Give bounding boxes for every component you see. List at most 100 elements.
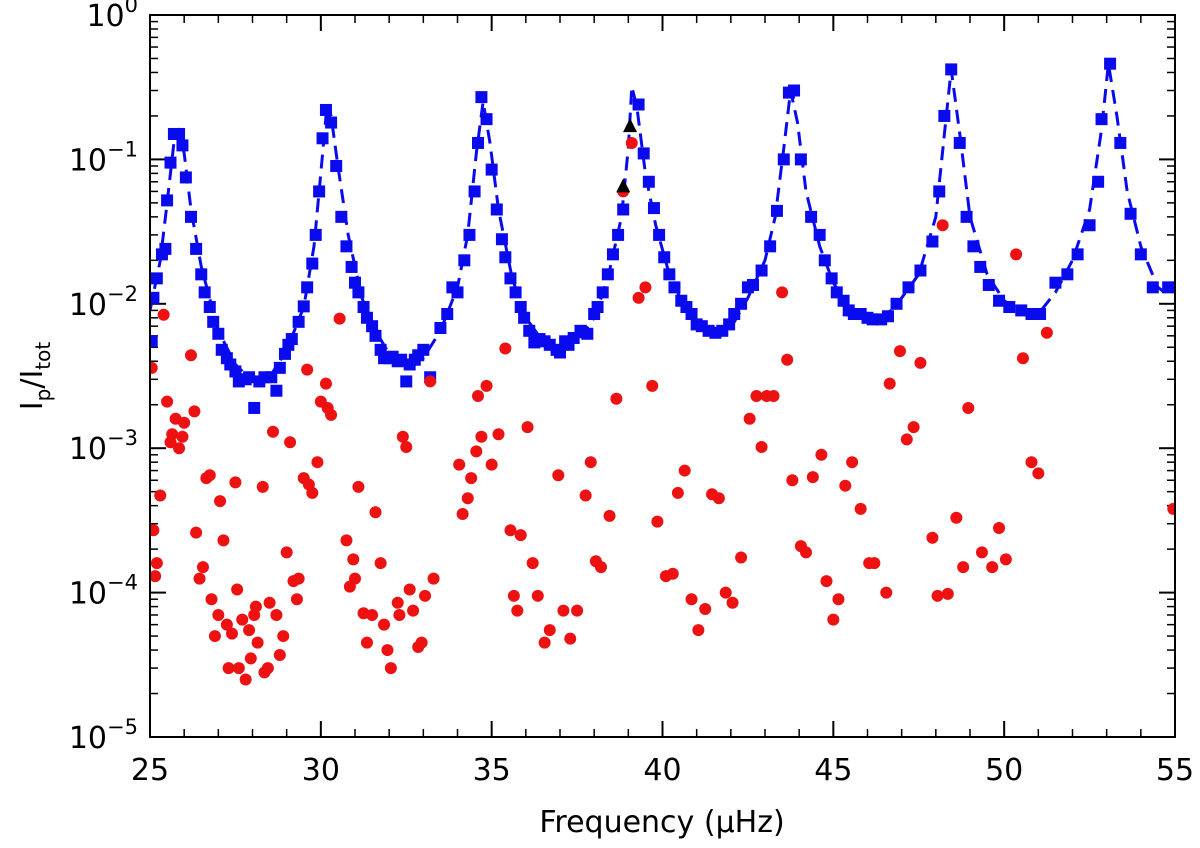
dashed-model-line: [150, 63, 1166, 384]
blue-square-point: [313, 185, 326, 198]
red-circle-point: [950, 511, 963, 524]
blue-square-point: [805, 210, 818, 223]
blue-square-point: [612, 228, 625, 241]
red-circle-point: [280, 546, 293, 559]
red-circle-point: [391, 596, 404, 609]
red-circle-point: [595, 561, 607, 574]
blue-square-point: [349, 276, 361, 289]
blue-square-point: [1061, 268, 1074, 281]
red-circle-point: [292, 572, 305, 585]
blue-square-point: [366, 320, 379, 333]
blue-square-point: [938, 109, 951, 122]
y-tick-label: 10−2: [69, 282, 138, 323]
blue-square-point: [818, 254, 831, 267]
blue-square-point: [325, 116, 338, 129]
red-circle-point: [800, 546, 812, 559]
blue-square-point: [190, 242, 203, 255]
red-circle-point: [205, 593, 218, 606]
blue-square-point: [953, 136, 966, 149]
blue-square-point: [463, 228, 476, 241]
red-circle-point: [378, 618, 391, 631]
blue-square-point: [974, 260, 987, 273]
red-circle-point: [176, 430, 189, 443]
red-circle-point: [514, 529, 527, 542]
blue-square-point: [490, 203, 503, 216]
red-circle-point: [781, 353, 794, 366]
red-circle-point: [461, 492, 474, 505]
blue-square-point: [340, 240, 353, 253]
red-circle-point: [678, 464, 691, 477]
blue-square-point: [509, 286, 522, 299]
red-circle-point: [193, 572, 206, 585]
red-circle-point: [552, 469, 565, 482]
red-circle-point: [1010, 248, 1023, 261]
x-tick-label: 45: [814, 753, 852, 788]
red-circle-point: [893, 345, 906, 358]
red-circle-point: [610, 392, 623, 405]
red-circle-point: [926, 531, 939, 544]
blue-square-point: [945, 63, 958, 76]
red-circle-point: [632, 291, 645, 304]
blue-square-point: [207, 315, 220, 328]
red-circle-point: [839, 479, 852, 492]
red-circle-point: [384, 662, 397, 675]
red-circle-point: [161, 395, 174, 408]
blue-square-point: [933, 185, 946, 198]
red-circle-point: [150, 361, 158, 374]
blue-square-point: [319, 103, 332, 116]
red-circle-point: [511, 604, 524, 617]
blue-square-point: [285, 333, 298, 346]
blue-square-point: [663, 268, 676, 281]
blue-square-point: [788, 84, 801, 97]
blue-square-point: [150, 335, 158, 348]
blue-square-point: [1162, 281, 1175, 294]
red-circle-point: [231, 583, 244, 596]
red-circle-point: [465, 472, 478, 485]
blue-square-point: [434, 321, 447, 334]
red-circle-point: [914, 356, 927, 369]
y-tick-label: 100: [86, 0, 138, 34]
red-circle-point: [251, 636, 264, 649]
red-circle-point: [735, 551, 748, 564]
red-circle-point: [786, 474, 799, 487]
red-circle-point: [415, 636, 428, 649]
blue-square-point: [926, 235, 939, 248]
red-circle-point: [236, 613, 249, 626]
red-circle-point: [419, 589, 432, 602]
blue-square-series: [150, 57, 1175, 414]
red-circle-point: [157, 308, 170, 321]
red-circle-point: [671, 486, 684, 499]
red-circle-point: [374, 557, 387, 570]
red-circle-point: [190, 526, 203, 539]
red-circle-point: [868, 557, 881, 570]
red-circle-point: [543, 624, 556, 637]
blue-square-point: [316, 132, 329, 145]
red-circle-point: [270, 608, 283, 621]
blue-square-point: [837, 294, 850, 307]
blue-square-point: [212, 327, 225, 340]
x-tick-label: 40: [643, 753, 681, 788]
blue-square-point: [982, 278, 995, 291]
blue-square-point: [658, 251, 671, 264]
blue-square-point: [764, 240, 777, 253]
blue-square-point: [499, 251, 512, 264]
red-circle-point: [217, 534, 230, 547]
red-circle-point: [651, 515, 664, 528]
red-circle-point: [284, 436, 297, 449]
red-circle-point: [776, 286, 789, 299]
blue-square-point: [967, 240, 980, 253]
red-circle-point: [646, 379, 659, 392]
y-tick-labels: 10−5 10−4 10−3 10−2 10−1 100: [69, 0, 138, 756]
red-circle-point: [962, 401, 975, 414]
blue-square-point: [1114, 136, 1127, 149]
red-circle-point: [526, 557, 539, 570]
red-circle-point: [196, 561, 209, 574]
blue-square-point: [270, 384, 283, 397]
red-circle-point: [424, 375, 437, 388]
blue-square-point: [369, 329, 382, 342]
y-tick-label: 10−1: [69, 137, 138, 178]
blue-square-point: [441, 307, 454, 320]
red-circle-point: [301, 363, 314, 376]
blue-square-point: [825, 272, 838, 285]
red-circle-point: [666, 567, 679, 580]
